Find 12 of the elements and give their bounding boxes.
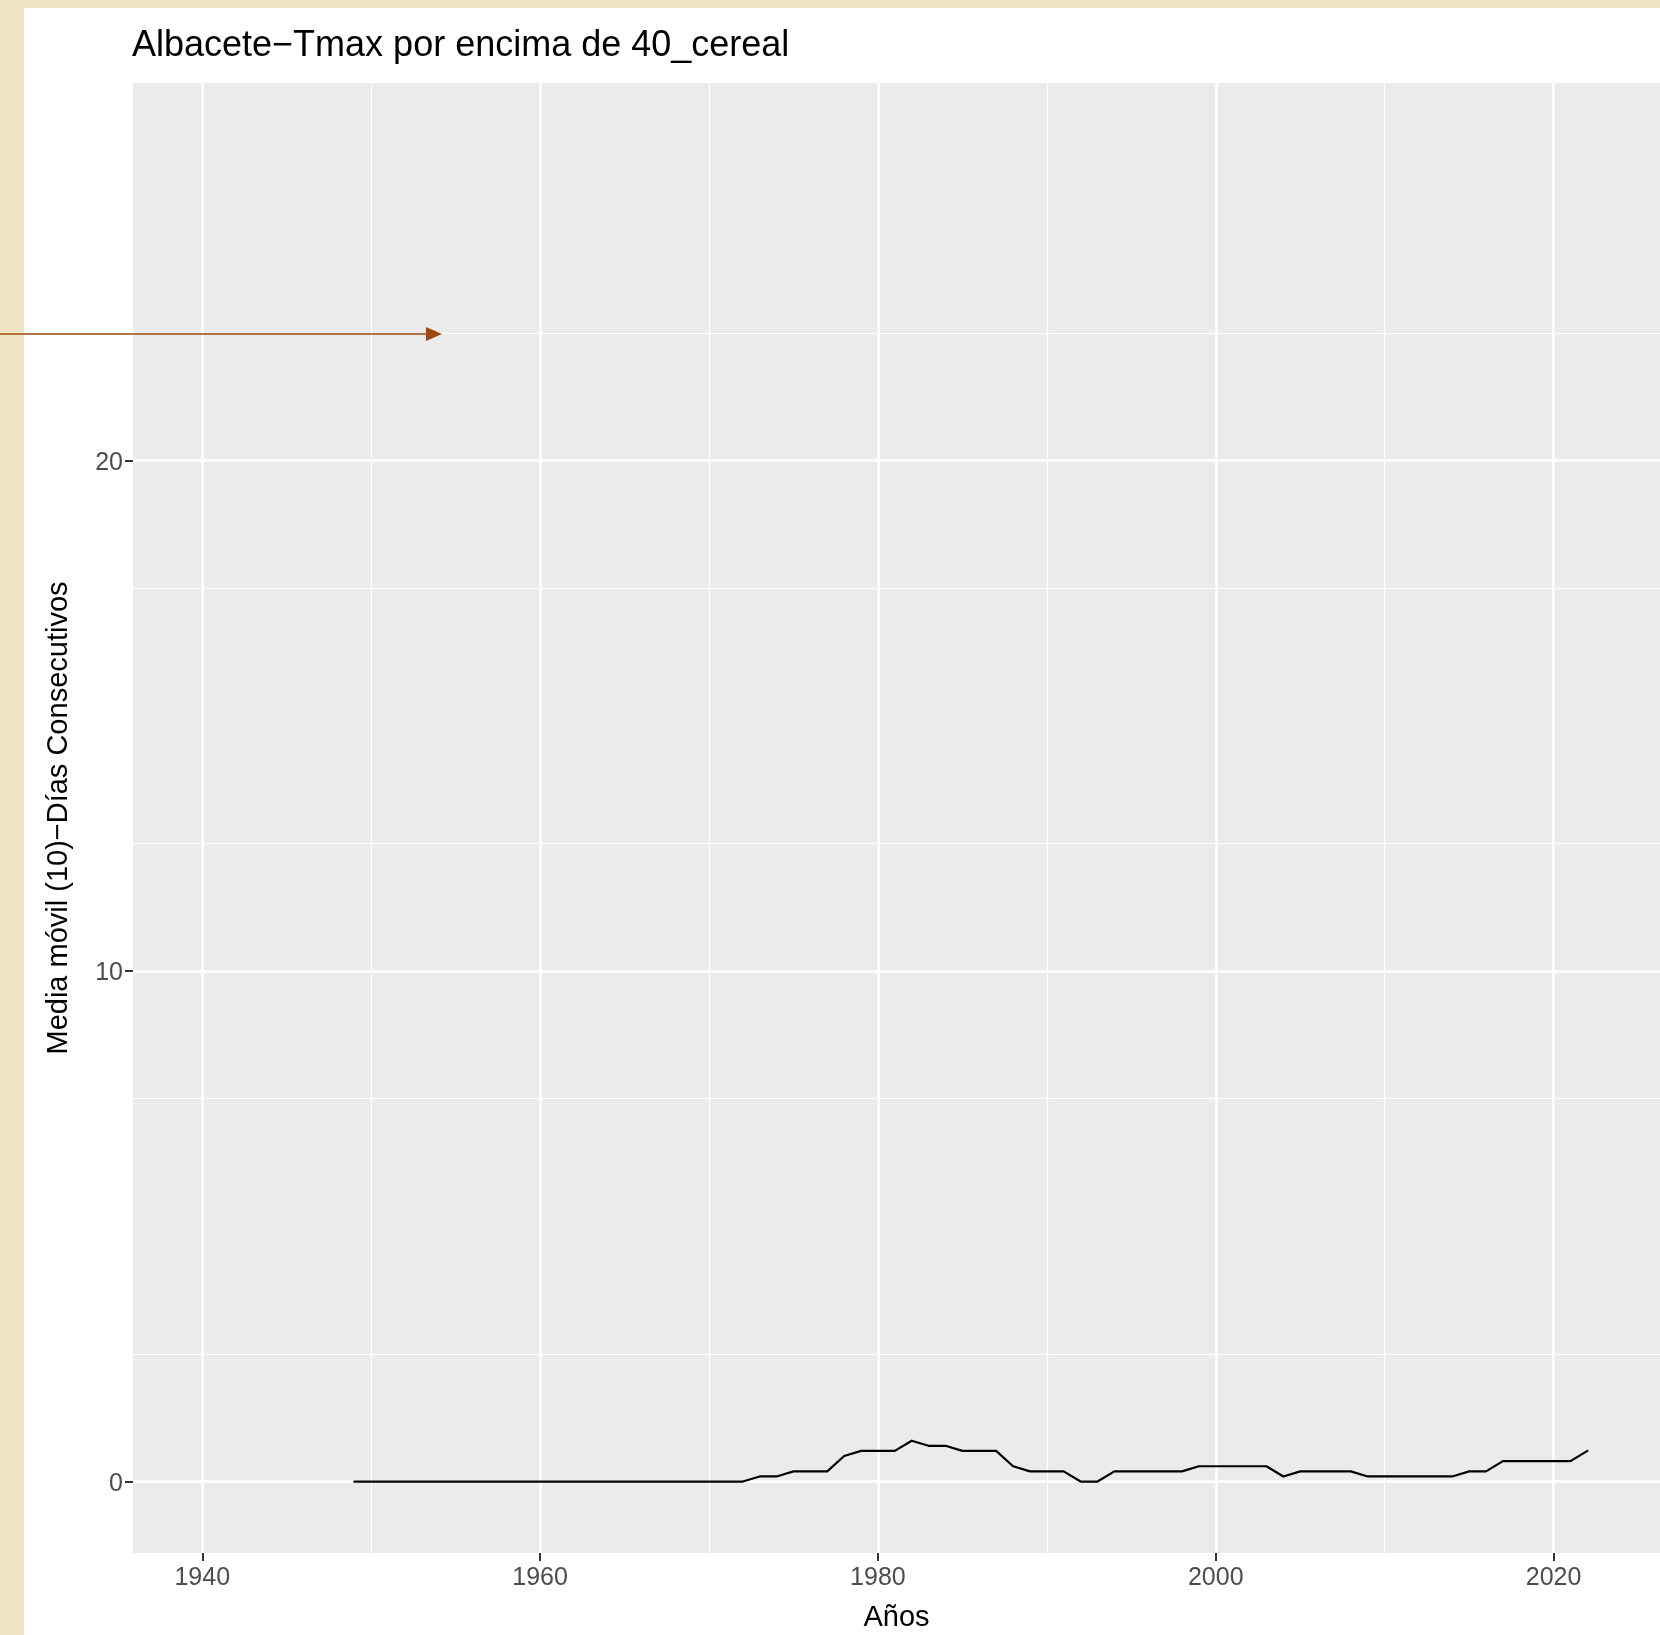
line-series bbox=[353, 1439, 1589, 1483]
chart-title: Albacete−Tmax por encima de 40_cereal bbox=[132, 22, 790, 64]
x-tick-label: 2000 bbox=[1187, 1561, 1244, 1590]
y-axis-title: Media móvil (10)−Días Consecutivos bbox=[40, 581, 73, 1055]
x-axis-title: Años bbox=[863, 1599, 930, 1632]
x-tick-label: 1960 bbox=[512, 1561, 568, 1590]
x-tick-label: 1940 bbox=[174, 1561, 231, 1590]
y-tick-label: 20 bbox=[95, 446, 123, 475]
y-tick-label: 10 bbox=[95, 957, 123, 986]
x-tick-label: 1980 bbox=[850, 1561, 906, 1590]
x-tick-label: 2020 bbox=[1525, 1561, 1582, 1590]
y-tick-label: 0 bbox=[109, 1467, 123, 1496]
